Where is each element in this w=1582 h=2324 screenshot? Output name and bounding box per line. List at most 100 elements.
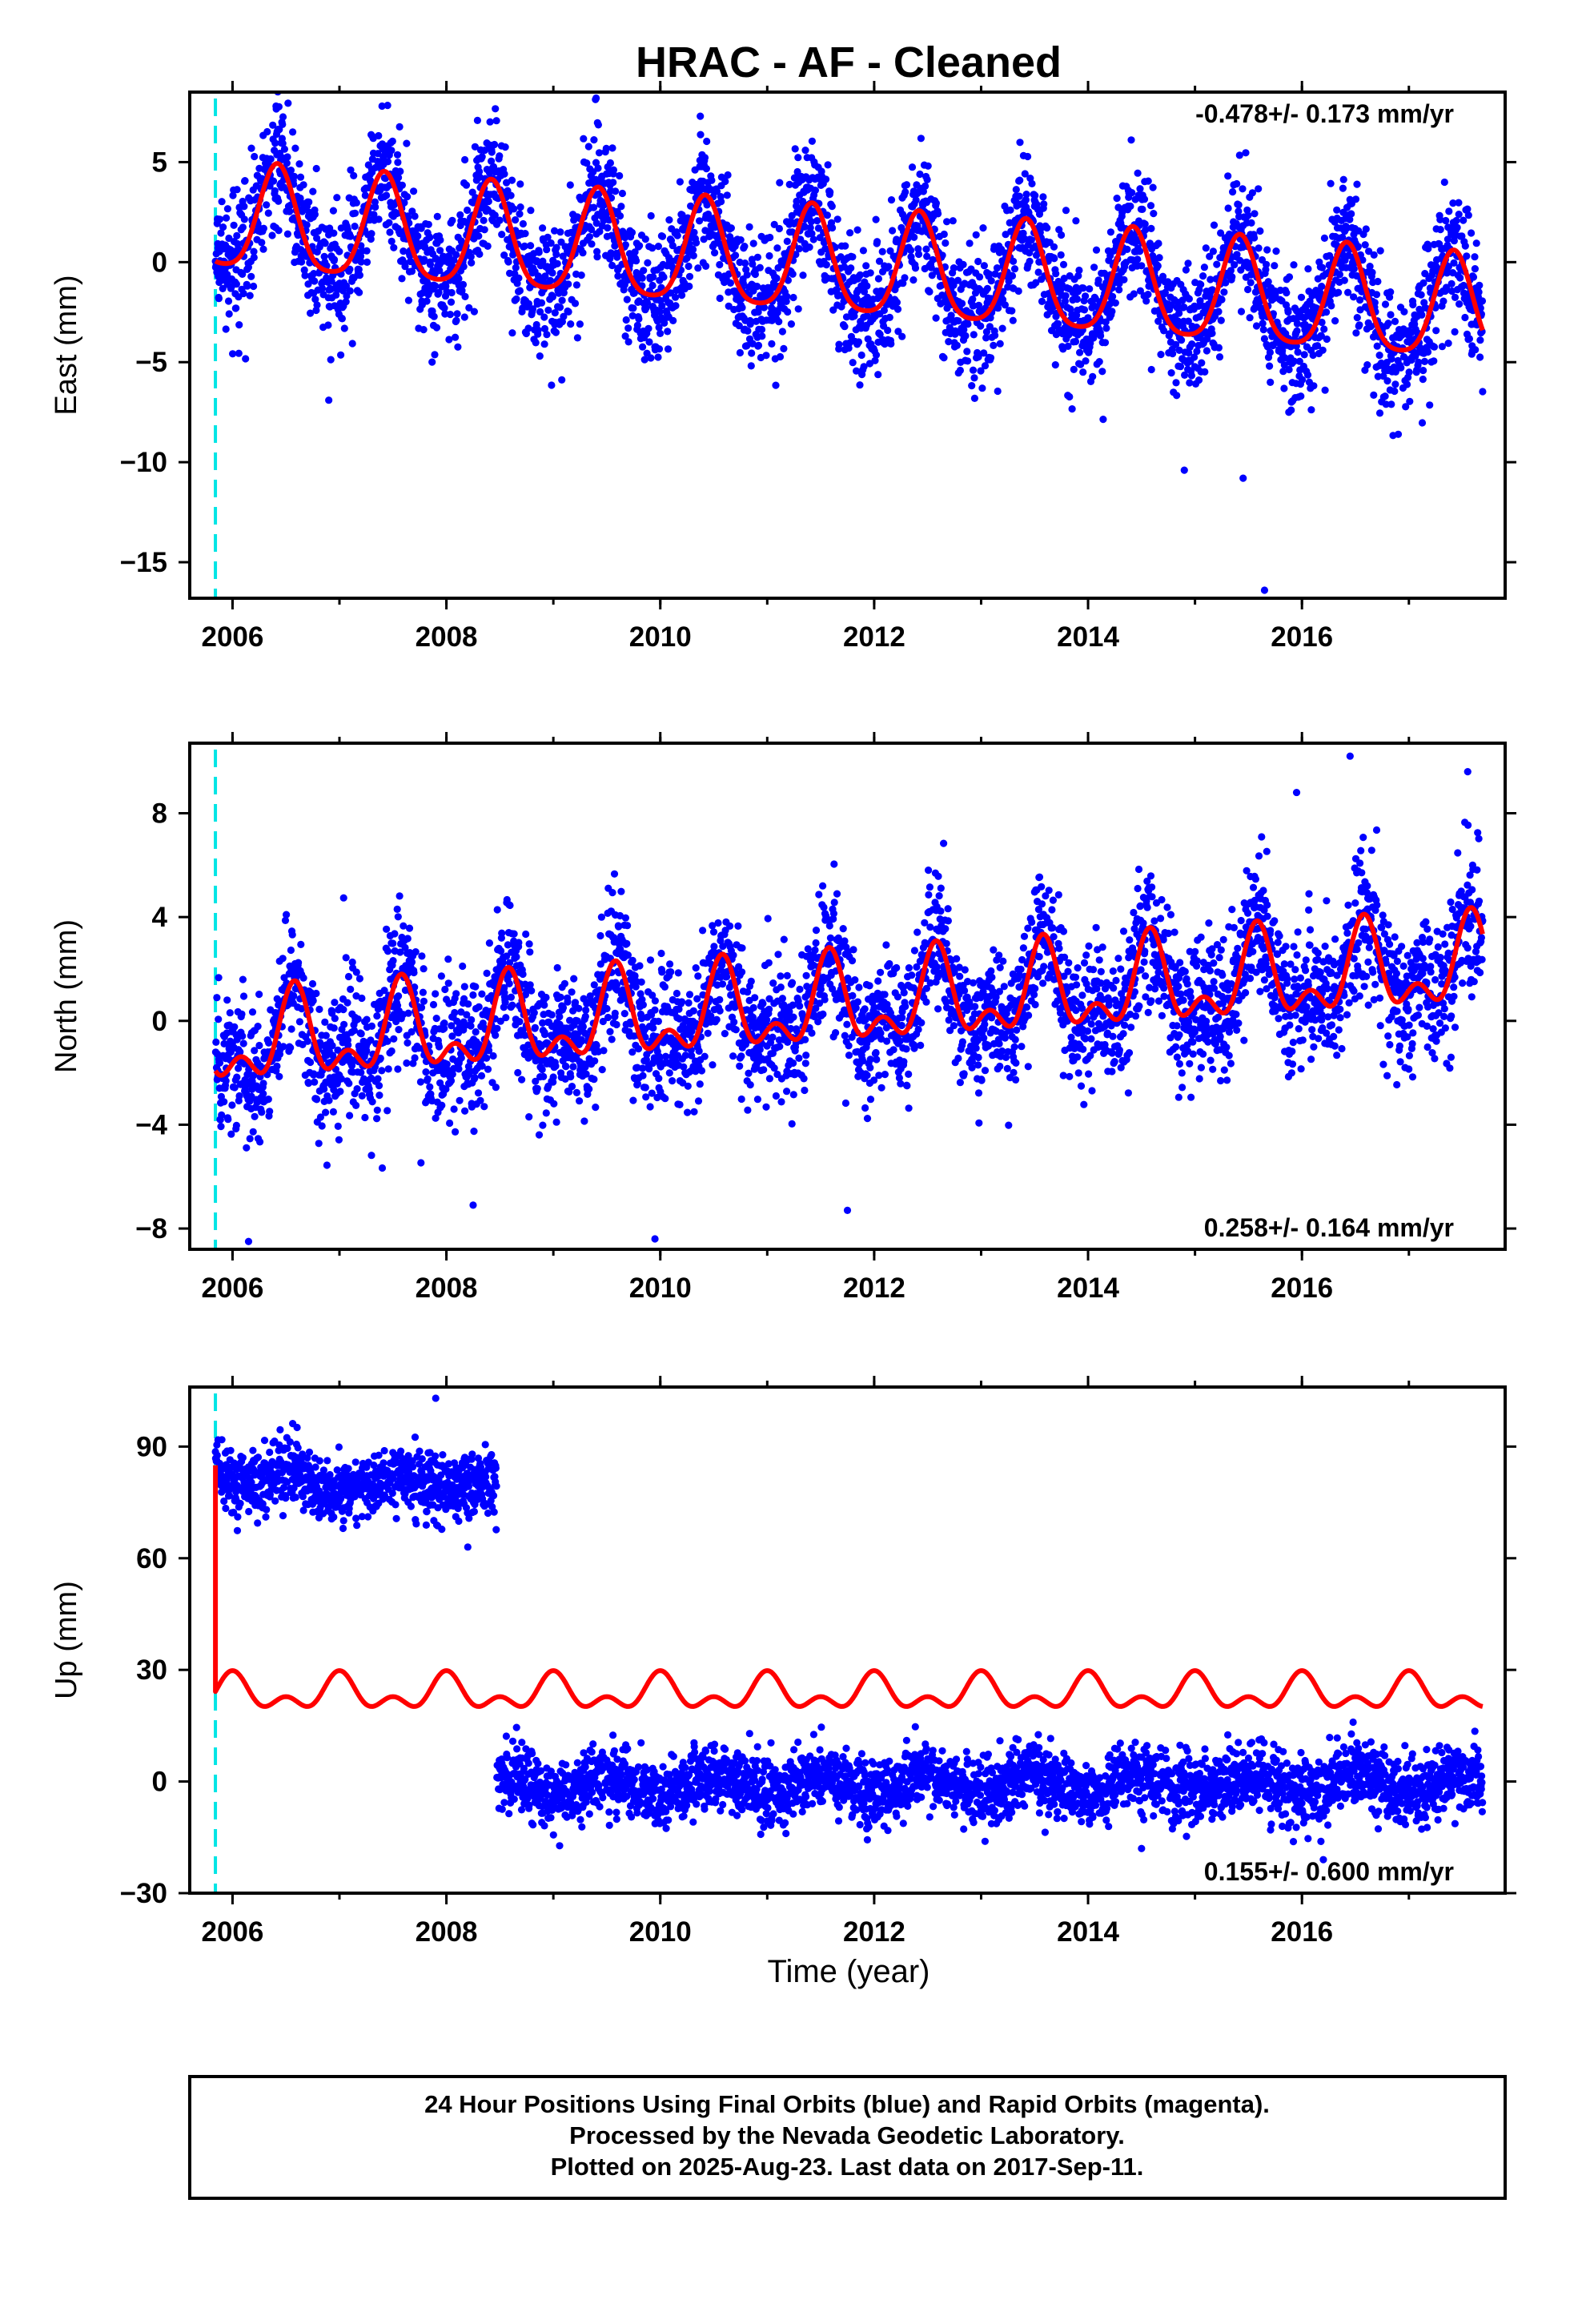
data-point	[305, 198, 313, 206]
data-point	[345, 1080, 353, 1088]
data-point	[475, 1003, 483, 1011]
data-point	[768, 340, 776, 348]
data-point	[889, 227, 897, 235]
data-point	[536, 308, 544, 316]
data-point	[744, 327, 752, 335]
data-point	[1184, 317, 1192, 325]
data-point	[539, 1121, 547, 1129]
data-point	[547, 239, 555, 247]
data-point	[347, 985, 355, 993]
data-point	[460, 983, 468, 991]
data-point	[235, 349, 243, 357]
data-point	[701, 154, 709, 162]
data-point	[776, 179, 784, 187]
data-point	[240, 203, 248, 211]
data-point	[470, 308, 479, 316]
data-point	[901, 188, 909, 196]
data-point	[241, 177, 249, 185]
data-point	[1130, 290, 1138, 298]
data-point	[230, 221, 238, 229]
data-point	[258, 239, 266, 247]
plot-frame	[188, 90, 1507, 600]
data-point	[540, 1072, 548, 1080]
data-point	[337, 351, 345, 359]
data-point	[1215, 353, 1224, 361]
data-point	[665, 216, 673, 224]
data-point	[1362, 225, 1370, 233]
data-point	[548, 293, 557, 301]
data-point	[325, 1096, 333, 1104]
data-point	[849, 359, 857, 367]
data-point	[1224, 204, 1232, 212]
data-point	[912, 196, 920, 204]
data-point	[1442, 216, 1450, 225]
data-point	[355, 288, 363, 296]
data-point	[1106, 300, 1114, 308]
data-point	[1213, 260, 1221, 268]
data-point	[447, 298, 456, 306]
data-point	[664, 345, 673, 353]
data-point	[1008, 271, 1017, 280]
data-point	[595, 149, 604, 157]
data-point	[374, 1075, 382, 1083]
data-point	[1451, 328, 1459, 336]
data-point	[297, 246, 305, 254]
data-point	[1455, 211, 1463, 219]
data-point	[339, 894, 347, 902]
data-point	[450, 1105, 458, 1113]
data-point	[1210, 221, 1219, 229]
data-point	[287, 1025, 295, 1033]
data-point	[655, 345, 664, 353]
data-point	[1066, 392, 1074, 401]
data-point	[569, 1063, 577, 1071]
data-point	[327, 277, 335, 285]
data-point	[893, 299, 901, 307]
data-point	[1419, 279, 1427, 287]
data-point	[1442, 283, 1451, 292]
data-point	[238, 1010, 246, 1018]
data-point	[405, 924, 414, 932]
data-point	[343, 999, 351, 1007]
data-point	[1010, 265, 1019, 273]
data-point	[219, 223, 227, 231]
data-point	[1095, 358, 1103, 366]
data-point	[711, 249, 719, 257]
data-point	[970, 331, 978, 339]
data-point	[1130, 231, 1138, 239]
data-point	[330, 229, 338, 237]
data-point	[1154, 239, 1162, 247]
data-point	[303, 1037, 311, 1045]
data-point	[330, 255, 339, 263]
data-point	[1128, 189, 1136, 197]
data-point	[308, 979, 317, 988]
data-point	[962, 332, 970, 340]
data-point	[1144, 291, 1152, 299]
data-point	[474, 1089, 483, 1097]
data-point	[264, 1096, 272, 1104]
data-point	[866, 269, 874, 277]
data-point	[301, 271, 309, 279]
data-point	[329, 1108, 337, 1116]
data-point	[227, 1130, 235, 1138]
data-point	[588, 240, 596, 248]
data-point	[585, 233, 594, 241]
data-point	[411, 212, 419, 220]
data-point	[1106, 228, 1114, 236]
data-point	[501, 143, 509, 151]
data-point	[576, 320, 584, 328]
data-point	[483, 969, 491, 977]
data-point	[963, 348, 971, 356]
data-point	[1054, 320, 1062, 328]
data-point	[978, 384, 986, 392]
data-point	[612, 187, 620, 195]
data-point	[1375, 409, 1384, 417]
data-point	[624, 324, 632, 332]
data-point	[429, 1000, 438, 1009]
data-point	[794, 305, 802, 313]
data-point	[1068, 405, 1076, 413]
data-point	[423, 297, 431, 305]
data-point	[1186, 379, 1194, 387]
data-point	[538, 1065, 546, 1074]
data-point	[540, 1031, 549, 1039]
data-point	[1317, 332, 1325, 340]
